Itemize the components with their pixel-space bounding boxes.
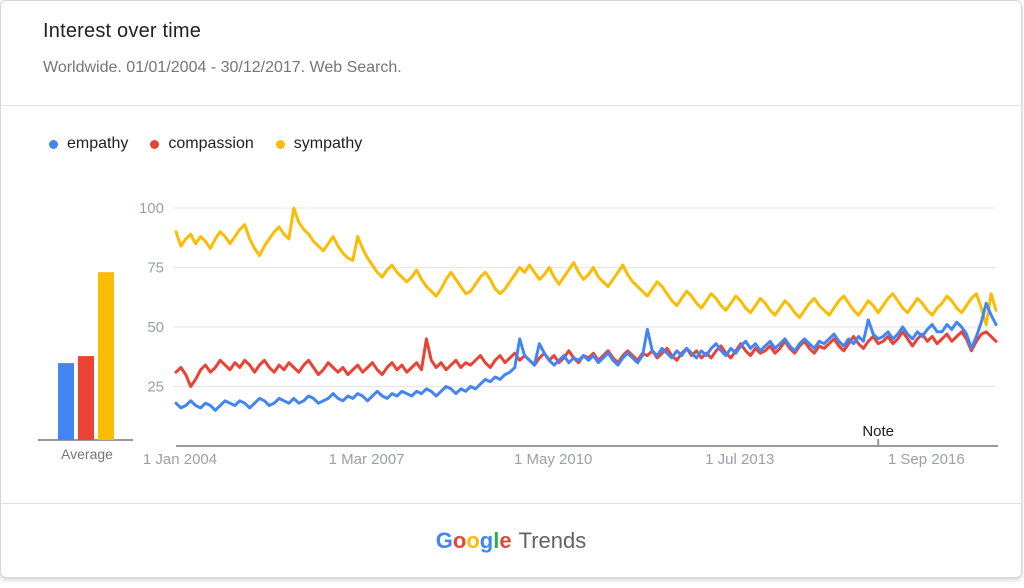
logo-letter: o xyxy=(452,528,467,553)
widget-header: Interest over time Worldwide. 01/01/2004… xyxy=(1,1,1021,106)
page-subtitle: Worldwide. 01/01/2004 - 30/12/2017. Web … xyxy=(43,59,402,76)
series-line-empathy[interactable] xyxy=(174,301,998,412)
x-tick-label-4: 1 Sep 2016 xyxy=(888,451,965,468)
average-label: Average xyxy=(61,446,113,462)
legend-label-empathy: empathy xyxy=(67,135,129,152)
legend-dot-empathy-icon xyxy=(49,139,58,149)
logo-trends-text: Trends xyxy=(518,528,587,553)
widget-footer: Google Trends xyxy=(1,503,1021,577)
note-label[interactable]: Note xyxy=(862,423,894,440)
chart-section: empathy compassion sympathy 25 50 75 100 1 J… xyxy=(1,106,1021,503)
x-tick-label-2: 1 May 2010 xyxy=(514,451,592,468)
logo-letter: o xyxy=(466,528,480,553)
page-title: Interest over time xyxy=(43,20,202,42)
legend-item-compassion[interactable]: compassion xyxy=(150,135,254,153)
legend-dot-sympathy-icon xyxy=(275,139,285,149)
x-tick-label-3: 1 Jul 2013 xyxy=(705,451,774,468)
interest-over-time-line-chart[interactable]: 25 50 75 100 1 Jan 2004 1 Mar 2007 1 May 2010 1… xyxy=(1,106,1022,503)
y-tick-label-50: 50 xyxy=(147,319,164,336)
legend-dot-compassion-icon xyxy=(150,139,160,149)
legend-item-sympathy[interactable]: sympathy xyxy=(275,135,363,153)
google-logo-wordmark: Google xyxy=(436,528,512,553)
legend-item-empathy[interactable]: empathy xyxy=(49,135,128,153)
avg-bar-empathy[interactable] xyxy=(58,363,74,440)
x-tick-label-1: 1 Mar 2007 xyxy=(329,451,405,468)
y-tick-label-75: 75 xyxy=(147,260,164,277)
logo-letter: g xyxy=(479,528,494,553)
google-trends-logo: Google Trends xyxy=(436,528,587,554)
legend-label-compassion: compassion xyxy=(168,135,254,152)
avg-bar-compassion[interactable] xyxy=(78,356,94,440)
y-tick-label-100: 100 xyxy=(139,200,164,217)
x-tick-label-0: 1 Jan 2004 xyxy=(143,451,217,468)
y-tick-label-25: 25 xyxy=(147,379,164,396)
avg-bar-sympathy[interactable] xyxy=(98,272,114,440)
logo-letter: l xyxy=(493,528,500,553)
logo-letter: e xyxy=(499,528,512,553)
logo-letter: G xyxy=(435,528,453,553)
series-line-sympathy[interactable] xyxy=(174,206,998,327)
chart-legend: empathy compassion sympathy xyxy=(49,135,362,153)
legend-label-sympathy: sympathy xyxy=(293,135,363,152)
